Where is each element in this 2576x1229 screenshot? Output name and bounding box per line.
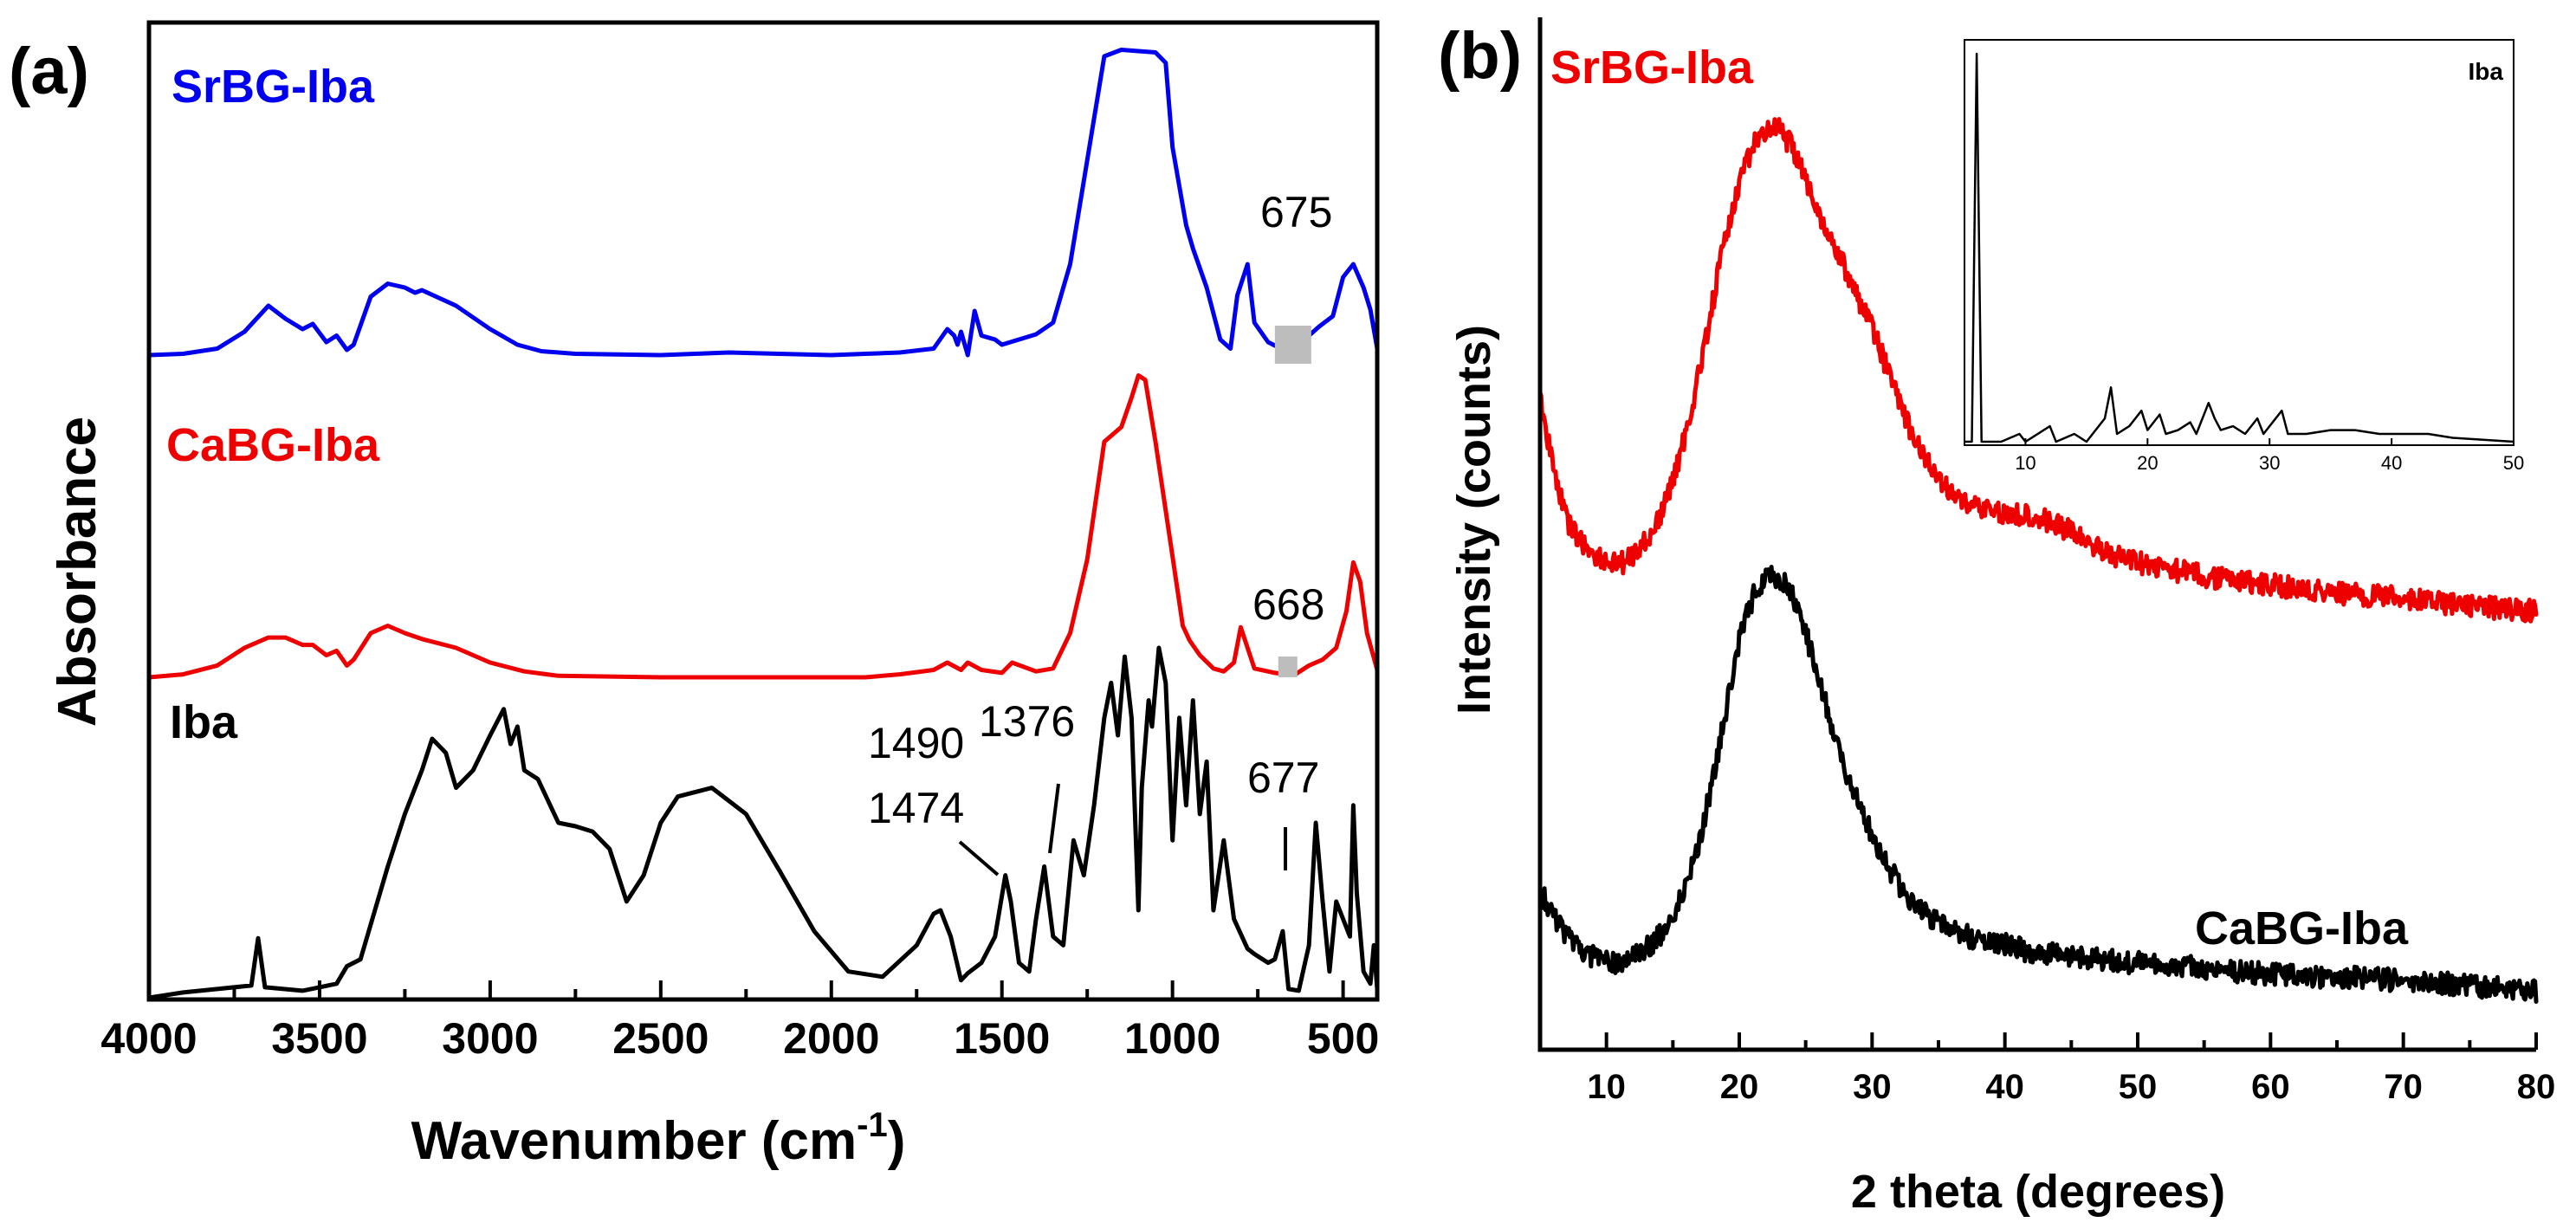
- series-label-cabg-xrd: CaBG-Iba: [2195, 902, 2409, 954]
- ftir-trace-cabg-iba: [146, 373, 1380, 680]
- x-tick-label-b-30: 30: [1853, 1068, 1892, 1106]
- inset-label: Iba: [2469, 58, 2504, 85]
- x-tick-label-a-1000: 1000: [1124, 1014, 1220, 1063]
- highlight-marker-675: [1274, 326, 1311, 364]
- panel-a: (a) 675 668 1490 1474 1376 677 4000 3500 3000 25…: [9, 20, 1380, 1171]
- annotation-677: 677: [1247, 754, 1319, 802]
- inset-x-tick-label-20: 20: [2137, 452, 2158, 474]
- series-label-cabg: CaBG-Iba: [166, 419, 380, 471]
- y-axis-label-b: Intensity (counts): [1448, 325, 1500, 715]
- ftir-trace-iba: [146, 645, 1380, 1000]
- inset-x-tick-label-30: 30: [2259, 452, 2280, 474]
- pointer-1490: [958, 840, 1000, 876]
- x-axis-label-a: Wavenumber (cm-1): [411, 1106, 906, 1171]
- x-tick-label-b-70: 70: [2384, 1068, 2423, 1106]
- x-tick-label-b-60: 60: [2251, 1068, 2290, 1106]
- pointer-1376: [1048, 783, 1060, 854]
- x-tick-label-b-10: 10: [1587, 1068, 1626, 1106]
- annotation-668: 668: [1252, 580, 1324, 629]
- y-axis-label-a: Absorbance: [48, 417, 107, 727]
- x-tick-label-b-50: 50: [2119, 1068, 2158, 1106]
- annotation-1490: 1490: [868, 719, 964, 767]
- x-axis-label-b: 2 theta (degrees): [1851, 1166, 2225, 1218]
- inset-chart: 10 20 30 40 50 Iba: [1964, 39, 2524, 474]
- x-tick-label-a-4000: 4000: [100, 1014, 197, 1063]
- inset-trace-iba: [1964, 52, 2515, 443]
- panel-a-frame: [146, 20, 1380, 1002]
- x-tick-label-a-1500: 1500: [954, 1014, 1050, 1063]
- x-tick-label-a-2500: 2500: [612, 1014, 709, 1063]
- panel-b: (b) 10 20 30 40 50 60 70 80 SrBG-Iba CaBG-Iba I…: [1438, 17, 2555, 1218]
- series-label-srbg-xrd: SrBG-Iba: [1550, 42, 1754, 94]
- x-tick-label-a-3500: 3500: [271, 1014, 367, 1063]
- x-tick-label-b-80: 80: [2517, 1068, 2556, 1106]
- x-tick-label-a-500: 500: [1307, 1014, 1379, 1063]
- xrd-trace-cabg-iba: [1537, 565, 2539, 1004]
- inset-x-tick-label-50: 50: [2503, 452, 2524, 474]
- annotation-675: 675: [1260, 188, 1332, 236]
- highlight-marker-668: [1278, 657, 1298, 677]
- x-tick-label-b-40: 40: [1985, 1068, 2024, 1106]
- inset-frame: [1964, 39, 2515, 446]
- x-tick-label-a-2000: 2000: [783, 1014, 879, 1063]
- ftir-trace-srbg-iba: [146, 48, 1380, 358]
- inset-x-tick-label-40: 40: [2381, 452, 2402, 474]
- x-tick-label-b-20: 20: [1720, 1068, 1759, 1106]
- panel-b-label: (b): [1438, 19, 1522, 93]
- x-tick-label-a-3000: 3000: [442, 1014, 538, 1063]
- panel-a-label: (a): [9, 35, 89, 108]
- inset-x-tick-label-10: 10: [2015, 452, 2036, 474]
- xrd-trace-srbg-iba: [1537, 117, 2539, 624]
- series-label-srbg: SrBG-Iba: [172, 61, 375, 113]
- series-label-iba: Iba: [170, 696, 238, 748]
- annotation-1376: 1376: [979, 697, 1075, 746]
- annotation-1474: 1474: [868, 784, 964, 832]
